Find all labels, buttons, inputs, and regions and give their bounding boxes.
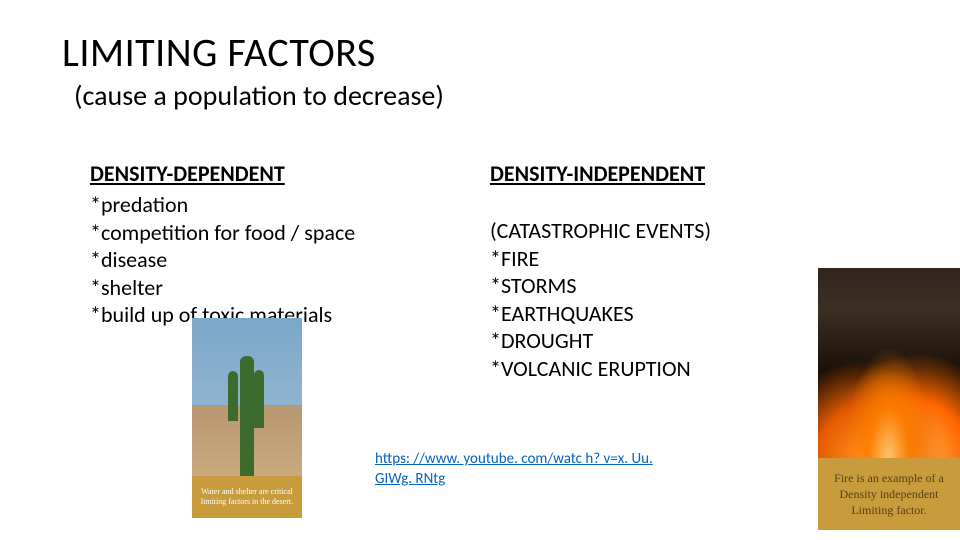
spacer [490, 191, 830, 217]
fire-figure: Fire is an example of a Density independ… [818, 268, 960, 530]
right-item: *VOLCANIC ERUPTION [490, 355, 830, 383]
right-heading: DENSITY-INDEPENDENT [490, 160, 830, 187]
fire-image [818, 268, 960, 458]
left-heading: DENSITY-DEPENDENT [90, 160, 430, 187]
left-item: *disease [90, 246, 430, 274]
right-item: *DROUGHT [490, 327, 830, 355]
density-dependent-column: DENSITY-DEPENDENT *predation *competitio… [90, 160, 430, 329]
left-item: *predation [90, 191, 430, 219]
cactus-caption: Water and shelter are critical limiting … [192, 476, 302, 518]
cactus-arm-icon [254, 370, 264, 428]
right-item: *FIRE [490, 245, 830, 273]
left-item: *competition for food / space [90, 219, 430, 247]
cactus-arm-icon [228, 371, 238, 421]
left-item: *shelter [90, 274, 430, 302]
cactus-trunk-icon [240, 356, 254, 476]
fire-caption: Fire is an example of a Density independ… [818, 458, 960, 530]
youtube-link[interactable]: https: //www. youtube. com/watc h? v=x. … [375, 450, 655, 489]
cactus-figure: Water and shelter are critical limiting … [192, 318, 302, 518]
right-item: *STORMS [490, 272, 830, 300]
page-subtitle: (cause a population to decrease) [74, 78, 444, 113]
cactus-image [192, 318, 302, 476]
density-independent-column: DENSITY-INDEPENDENT (CATASTROPHIC EVENTS… [490, 160, 830, 382]
right-subheading: (CATASTROPHIC EVENTS) [490, 217, 830, 245]
page-title: LIMITING FACTORS [62, 28, 376, 77]
flame-icon [832, 316, 946, 459]
right-item: *EARTHQUAKES [490, 300, 830, 328]
